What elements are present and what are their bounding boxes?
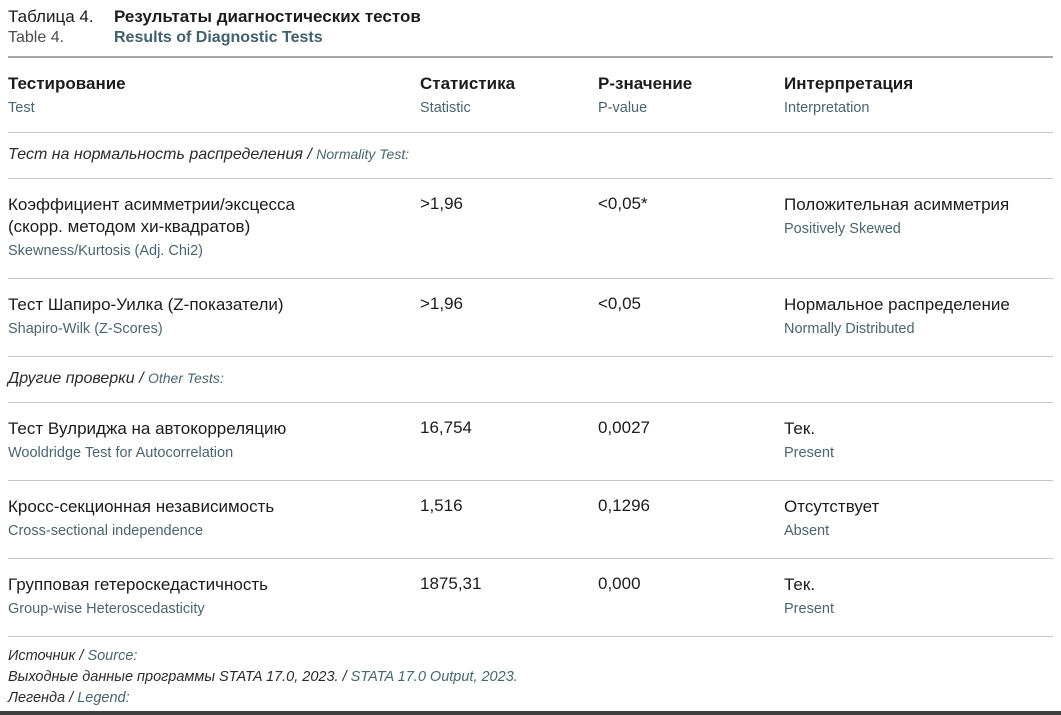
column-header-pvalue-ru: P-значение <box>598 74 693 93</box>
statistic-value: 1875,31 <box>420 573 482 593</box>
interpretation-en: Positively Skewed <box>784 221 901 238</box>
table-row: Тест Шапиро-Уилка (Z-показатели) Shapiro… <box>8 277 1053 356</box>
column-header-interpretation-ru: Интерпретация <box>784 74 914 93</box>
statistic-value: 16,754 <box>420 417 472 437</box>
footnote-source-label: Источник / Source: <box>8 646 1053 667</box>
table-footnotes: Источник / Source: Выходные данные прогр… <box>8 635 1053 712</box>
test-name-en: Wooldridge Test for Autocorrelation <box>8 445 234 461</box>
test-name-ru: Тест Вулриджа на автокорреляцию <box>8 418 287 438</box>
statistic-value: >1,96 <box>420 193 464 213</box>
pvalue-value: <0,05* <box>598 193 648 213</box>
table-row: Кросс-секционная независимость Cross-sec… <box>8 479 1053 558</box>
statistic-cell: >1,96 <box>420 194 598 261</box>
footnote-source-text-ru: Выходные данные программы STATA 17.0, 20… <box>8 668 347 685</box>
statistic-cell: 16,754 <box>420 418 598 463</box>
test-cell: Кросс-секционная независимость Cross-sec… <box>8 496 420 541</box>
pvalue-value: 0,0027 <box>598 417 650 437</box>
test-name-ru: Тест Шапиро-Уилка (Z-показатели) <box>8 294 284 314</box>
test-name-ru: Групповая гетероскедастичность <box>8 574 268 594</box>
column-header-test-ru: Тестирование <box>8 74 126 93</box>
test-name-en: Shapiro-Wilk (Z-Scores) <box>8 321 163 338</box>
footnote-legend-label: Легенда / Legend: <box>8 688 1053 709</box>
test-name-en: Cross-sectional independence <box>8 522 204 539</box>
test-name-ru: Кросс-секционная независимость <box>8 496 275 516</box>
statistic-value: 1,516 <box>420 495 463 515</box>
test-cell: Коэффициент асимметрии/эксцесса (скорр. … <box>8 194 420 261</box>
interpretation-cell: Нормальное распределение Normally Distri… <box>784 294 1053 339</box>
column-header-statistic: Статистика Statistic <box>420 73 598 118</box>
column-header-row: Тестирование Test Статистика Statistic P… <box>8 58 1053 132</box>
pvalue-cell: 0,0027 <box>598 418 784 463</box>
interpretation-en: Present <box>784 445 834 461</box>
interpretation-cell: Положительная асимметрия Positively Skew… <box>784 194 1053 261</box>
pvalue-cell: <0,05* <box>598 194 784 261</box>
footnote-source-text-en: STATA 17.0 Output, 2023. <box>350 668 518 685</box>
footnote-legend-text-en: Except for SRQ and CSIZE where p-value>0… <box>380 711 687 712</box>
table-title-text-en: Results of Diagnostic Tests <box>114 29 323 46</box>
table-number-ru: Таблица 4. <box>8 7 94 26</box>
statistic-cell: >1,96 <box>420 294 598 339</box>
table-title-text-ru: Результаты диагностических тестов <box>114 7 421 26</box>
section-header-normality-ru: Тест на нормальность распределения / <box>8 145 312 163</box>
footnote-legend-label-en: Legend: <box>77 689 130 706</box>
column-header-statistic-ru: Статистика <box>420 74 516 93</box>
column-header-test-en: Test <box>8 100 35 117</box>
footnote-source-label-en: Source: <box>87 647 138 664</box>
footnote-legend-label-ru: Легенда / <box>8 689 74 706</box>
pvalue-value: 0,1296 <box>598 495 650 515</box>
table-number-en: Table 4. <box>8 29 65 46</box>
column-header-pvalue-en: P-value <box>598 100 648 117</box>
statistic-cell: 1875,31 <box>420 574 598 619</box>
test-name-en: Group-wise Heteroscedasticity <box>8 600 205 617</box>
section-header-other-tests-ru: Другие проверки / <box>8 369 144 387</box>
table-title-block: Таблица 4. Результаты диагностических тес… <box>8 0 1053 58</box>
column-header-statistic-en: Statistic <box>420 100 471 117</box>
interpretation-en: Absent <box>784 522 830 539</box>
pvalue-value: <0,05 <box>598 293 642 313</box>
table-title-ru: Таблица 4. Результаты диагностических тес… <box>8 7 1053 27</box>
pvalue-cell: <0,05 <box>598 294 784 339</box>
interpretation-ru: Тек. <box>784 418 816 438</box>
section-header-normality: Тест на нормальность распределения / Nor… <box>8 131 1053 178</box>
pvalue-value: 0,000 <box>598 573 641 593</box>
interpretation-en: Normally Distributed <box>784 321 915 338</box>
footnote-legend-text-ru: За исключением SRQ и CSIZE, где p-значен… <box>8 711 376 712</box>
column-header-pvalue: P-значение P-value <box>598 73 784 118</box>
pvalue-cell: 0,000 <box>598 574 784 619</box>
section-header-normality-en: Normality Test: <box>316 145 410 162</box>
interpretation-cell: Отсутствует Absent <box>784 496 1053 541</box>
interpretation-ru: Нормальное распределение <box>784 294 1010 314</box>
test-cell: Тест Шапиро-Уилка (Z-показатели) Shapiro… <box>8 294 420 339</box>
test-name-ru: Коэффициент асимметрии/эксцесса (скорр. … <box>8 194 296 237</box>
footnote-source-text: Выходные данные программы STATA 17.0, 20… <box>8 667 1053 688</box>
table-row: Коэффициент асимметрии/эксцесса (скорр. … <box>8 177 1053 278</box>
pvalue-cell: 0,1296 <box>598 496 784 541</box>
section-header-other-tests-en: Other Tests: <box>147 369 224 386</box>
statistic-value: >1,96 <box>420 293 464 313</box>
test-cell: Групповая гетероскедастичность Group-wis… <box>8 574 420 619</box>
interpretation-ru: Отсутствует <box>784 496 880 516</box>
interpretation-ru: Положительная асимметрия <box>784 194 1010 214</box>
column-header-interpretation-en: Interpretation <box>784 100 870 117</box>
table-row: Групповая гетероскедастичность Group-wis… <box>8 557 1053 636</box>
statistic-cell: 1,516 <box>420 496 598 541</box>
table-title-en: Table 4. Results of Diagnostic Tests <box>8 29 1053 47</box>
interpretation-ru: Тек. <box>784 574 816 594</box>
interpretation-cell: Тек. Present <box>784 574 1053 619</box>
interpretation-en: Present <box>784 600 834 617</box>
section-header-other-tests: Другие проверки / Other Tests: <box>8 355 1053 402</box>
interpretation-cell: Тек. Present <box>784 418 1053 463</box>
footnote-legend-text: За исключением SRQ и CSIZE, где p-значен… <box>8 709 1053 712</box>
column-header-interpretation: Интерпретация Interpretation <box>784 73 1053 118</box>
table-row: Тест Вулриджа на автокорреляцию Wooldrid… <box>8 401 1053 480</box>
test-name-en: Skewness/Kurtosis (Adj. Chi2) <box>8 243 204 260</box>
test-cell: Тест Вулриджа на автокорреляцию Wooldrid… <box>8 418 420 463</box>
column-header-test: Тестирование Test <box>8 73 420 118</box>
footnote-source-label-ru: Источник / <box>8 647 84 664</box>
